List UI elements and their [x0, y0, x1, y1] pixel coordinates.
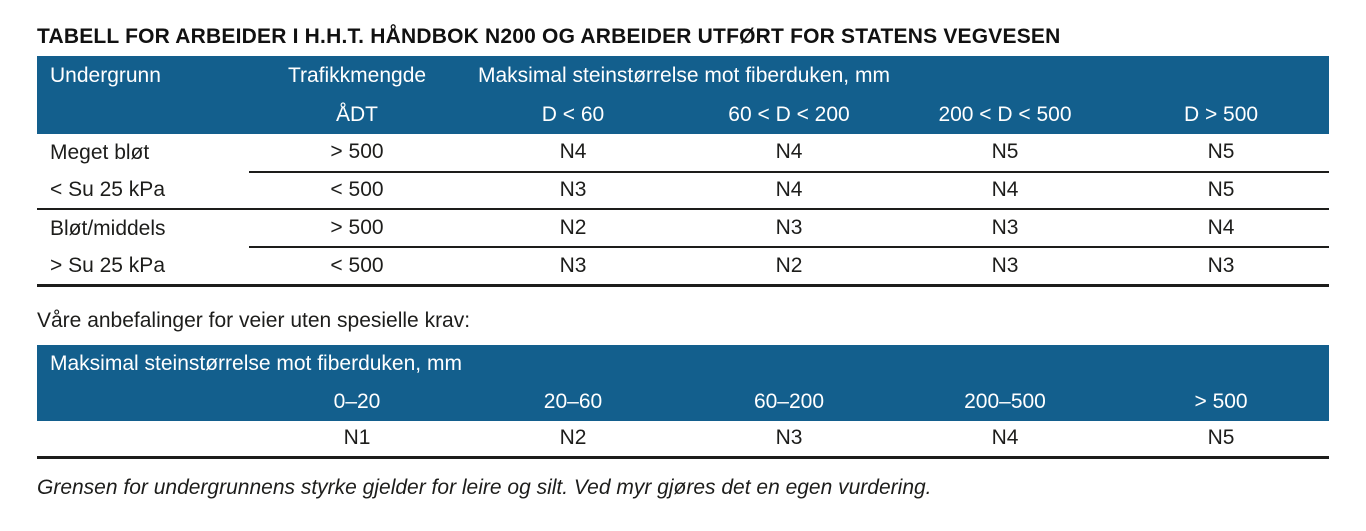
- n-class-value: N4: [681, 170, 897, 209]
- n-class-value: N4: [559, 140, 587, 164]
- n-class-value: N3: [465, 246, 681, 286]
- header-maksimal-steinstorrelse: Maksimal steinstørrelse mot fiberduken, …: [465, 56, 1330, 95]
- n-class-value: N4: [897, 170, 1113, 209]
- recommendations-table-body: N1 N2 N3 N4 N5: [37, 421, 1329, 457]
- n-class-value: N3: [1113, 246, 1330, 286]
- header-row-2: 0–20 20–60 60–200 200–500 > 500: [37, 383, 1330, 421]
- adt-value: < 500: [249, 246, 465, 286]
- n-class-value: N5: [1207, 426, 1235, 450]
- header-gt-500: > 500: [1113, 383, 1330, 421]
- header-d-200-500: 200 < D < 500: [897, 95, 1113, 134]
- header-undergrunn: Undergrunn: [37, 56, 249, 95]
- n-class-value: N2: [465, 207, 681, 248]
- header-adt: ÅDT: [249, 95, 465, 134]
- table-row: < 500 N3 N4 N4 N5: [37, 170, 1330, 209]
- header-20-60: 20–60: [465, 383, 681, 421]
- n-class-value: N5: [991, 140, 1019, 164]
- adt-value: > 500: [330, 140, 384, 164]
- header-d-lt-60: D < 60: [465, 95, 681, 134]
- adt-value: < 500: [249, 170, 465, 209]
- undergrunn-cell-meget-blot: Meget bløt < Su 25 kPa: [37, 134, 249, 209]
- n-class-value: N4: [775, 140, 803, 164]
- n-class-value: N5: [1113, 170, 1330, 209]
- undergrunn-line: > Su 25 kPa: [50, 254, 165, 277]
- undergrunn-line: < Su 25 kPa: [50, 178, 165, 201]
- n-class-value: N5: [1207, 140, 1235, 164]
- requirements-table: Undergrunn Trafikkmengde Maksimal steins…: [37, 56, 1330, 287]
- n-class-value: N3: [897, 246, 1113, 286]
- table-row: < 500 N3 N2 N3 N3: [37, 246, 1330, 286]
- recommendation-heading: Våre anbefalinger for veier uten spesiel…: [37, 309, 471, 332]
- n-class-value: N1: [343, 426, 371, 450]
- table-row: Meget bløt < Su 25 kPa > 500 N4 N4 N5 N5: [37, 134, 1329, 201]
- requirements-table-body: Meget bløt < Su 25 kPa > 500 N4 N4 N5 N5…: [37, 134, 1330, 286]
- empty-header-cell: [37, 383, 249, 421]
- header-maksimal-steinstorrelse: Maksimal steinstørrelse mot fiberduken, …: [37, 345, 1330, 383]
- undergrunn-cell-blot-middels: Bløt/middels > Su 25 kPa: [37, 208, 249, 286]
- header-row-1: Maksimal steinstørrelse mot fiberduken, …: [37, 345, 1330, 383]
- footnote: Grensen for undergrunnens styrke gjelder…: [37, 475, 932, 499]
- recommendations-table-header: Maksimal steinstørrelse mot fiberduken, …: [37, 345, 1330, 421]
- header-row-2: ÅDT D < 60 60 < D < 200 200 < D < 500 D …: [37, 95, 1330, 134]
- undergrunn-line: Meget bløt: [50, 141, 150, 164]
- n-class-value: N2: [681, 246, 897, 286]
- table-row: N1 N2 N3 N4 N5: [37, 421, 1329, 457]
- adt-value: > 500: [249, 207, 465, 248]
- requirements-table-header: Undergrunn Trafikkmengde Maksimal steins…: [37, 56, 1330, 134]
- header-d-gt-500: D > 500: [1113, 95, 1330, 134]
- n-class-value: N3: [465, 170, 681, 209]
- empty-cell: [37, 421, 249, 457]
- n-class-value: N2: [559, 426, 587, 450]
- n-class-value: N4: [991, 426, 1019, 450]
- header-d-60-200: 60 < D < 200: [681, 95, 897, 134]
- empty-header-cell: [37, 95, 249, 134]
- header-200-500: 200–500: [897, 383, 1113, 421]
- n-class-value: N4: [1113, 207, 1330, 248]
- recommendations-table: Maksimal steinstørrelse mot fiberduken, …: [37, 345, 1330, 459]
- header-trafikkmengde: Trafikkmengde: [249, 56, 465, 95]
- header-0-20: 0–20: [249, 383, 465, 421]
- undergrunn-line: Bløt/middels: [50, 217, 166, 240]
- page-title: TABELL FOR ARBEIDER I H.H.T. HÅNDBOK N20…: [37, 25, 1061, 48]
- n-class-value: N3: [775, 426, 803, 450]
- table-row: Bløt/middels > Su 25 kPa > 500 N2 N3 N3 …: [37, 207, 1330, 286]
- header-row-1: Undergrunn Trafikkmengde Maksimal steins…: [37, 56, 1330, 95]
- header-60-200: 60–200: [681, 383, 897, 421]
- n-class-value: N3: [897, 207, 1113, 248]
- n-class-value: N3: [681, 207, 897, 248]
